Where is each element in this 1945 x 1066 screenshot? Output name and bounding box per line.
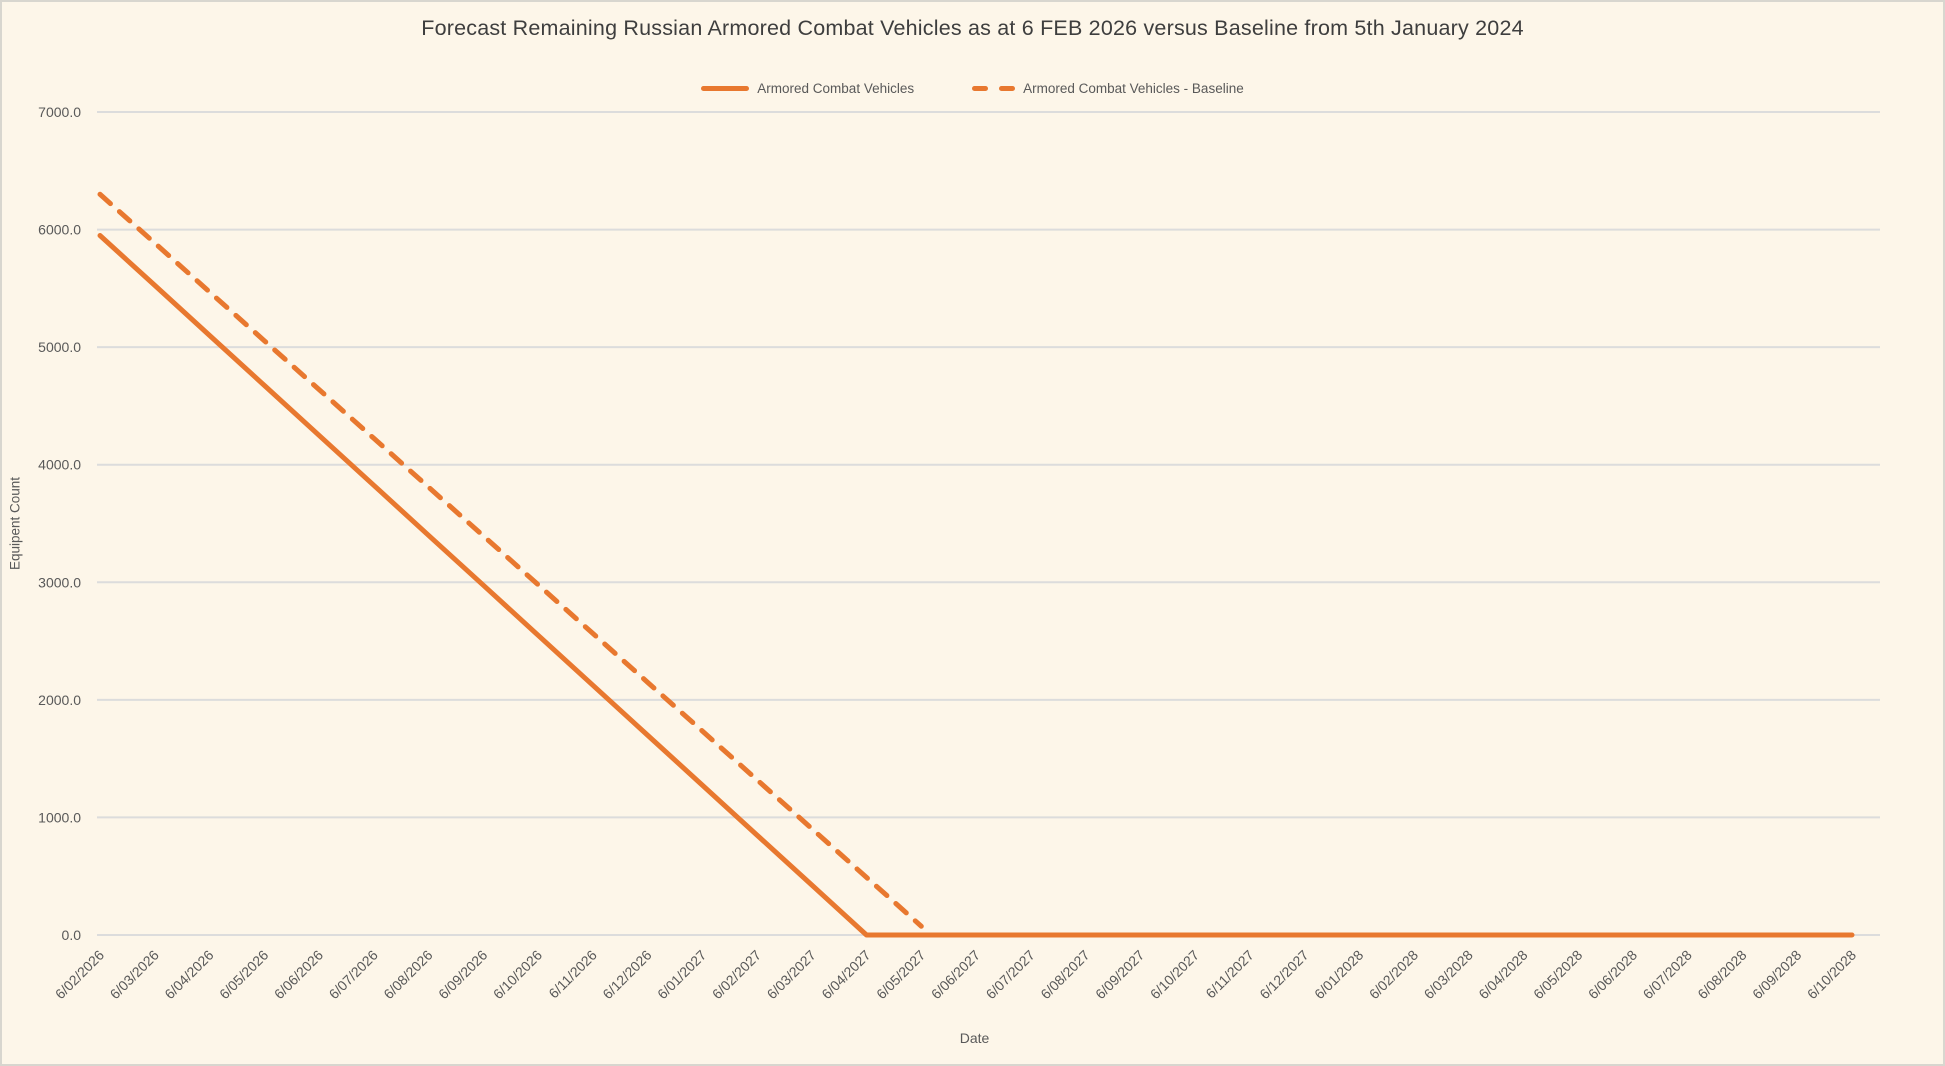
legend-item-armored-combat-vehicles: Armored Combat Vehicles: [701, 81, 914, 96]
series-line-dashed: [97, 191, 924, 929]
y-tick-label: 5000.0: [38, 339, 81, 355]
x-tick-label: 6/01/2027: [654, 947, 710, 1003]
y-tick-label: 6000.0: [38, 222, 81, 238]
x-tick-label: 6/11/2026: [545, 947, 600, 1002]
x-tick-label: 6/08/2026: [380, 947, 436, 1003]
dashed-line-swatch-icon: [972, 86, 1016, 91]
x-tick-label: 6/05/2026: [216, 947, 272, 1003]
x-tick-label: 6/04/2027: [818, 947, 874, 1003]
x-tick-label: 6/10/2028: [1804, 947, 1860, 1003]
x-tick-label: 6/04/2028: [1475, 947, 1531, 1003]
x-tick-label: 6/07/2026: [326, 947, 382, 1003]
x-tick-label: 6/09/2026: [435, 947, 491, 1003]
x-tick-label: 6/06/2026: [271, 947, 327, 1003]
x-tick-label: 6/06/2028: [1585, 947, 1641, 1003]
chart-title: Forecast Remaining Russian Armored Comba…: [421, 16, 1524, 40]
x-tick-label: 6/02/2026: [52, 947, 108, 1003]
x-tick-label: 6/05/2028: [1530, 947, 1586, 1003]
x-tick-label: 6/02/2028: [1366, 947, 1422, 1003]
legend-label-baseline: Armored Combat Vehicles - Baseline: [1023, 81, 1244, 96]
x-tick-label: 6/09/2027: [1092, 947, 1148, 1003]
solid-line-swatch-icon: [701, 86, 750, 91]
x-tick-label: 6/01/2028: [1311, 947, 1367, 1003]
x-tick-label: 6/10/2026: [490, 947, 546, 1003]
y-tick-label: 0.0: [62, 927, 82, 943]
x-axis-title: Date: [959, 1030, 990, 1046]
x-tick-label: 6/03/2026: [107, 947, 163, 1003]
x-tick-label: 6/07/2028: [1640, 947, 1696, 1003]
x-tick-label: 6/05/2027: [873, 947, 929, 1003]
y-tick-label: 3000.0: [38, 574, 81, 590]
x-tick-label: 6/12/2027: [1256, 947, 1312, 1003]
x-tick-label: 6/08/2027: [1037, 947, 1093, 1003]
x-tick-label: 6/06/2027: [928, 947, 984, 1003]
x-tick-label: 6/10/2027: [1147, 947, 1203, 1003]
x-tick-label: 6/11/2027: [1202, 947, 1257, 1002]
y-tick-label: 4000.0: [38, 457, 81, 473]
x-tick-label: 6/03/2028: [1421, 947, 1477, 1003]
legend: Armored Combat Vehicles Armored Combat V…: [2, 81, 1943, 96]
x-tick-label: 6/08/2028: [1694, 947, 1750, 1003]
x-tick-label: 6/07/2027: [983, 947, 1039, 1003]
x-tick-label: 6/02/2027: [709, 947, 765, 1003]
y-tick-label: 1000.0: [38, 809, 81, 825]
x-tick-label: 6/04/2026: [161, 947, 217, 1003]
legend-item-baseline: Armored Combat Vehicles - Baseline: [972, 81, 1244, 96]
x-tick-label: 6/12/2026: [599, 947, 655, 1003]
x-tick-label: 6/03/2027: [764, 947, 820, 1003]
y-tick-label: 2000.0: [38, 692, 81, 708]
y-tick-label: 7000.0: [38, 104, 81, 120]
series-line-solid: [97, 233, 1855, 938]
x-tick-label: 6/09/2028: [1749, 947, 1805, 1003]
legend-label-armored-combat-vehicles: Armored Combat Vehicles: [757, 81, 915, 96]
